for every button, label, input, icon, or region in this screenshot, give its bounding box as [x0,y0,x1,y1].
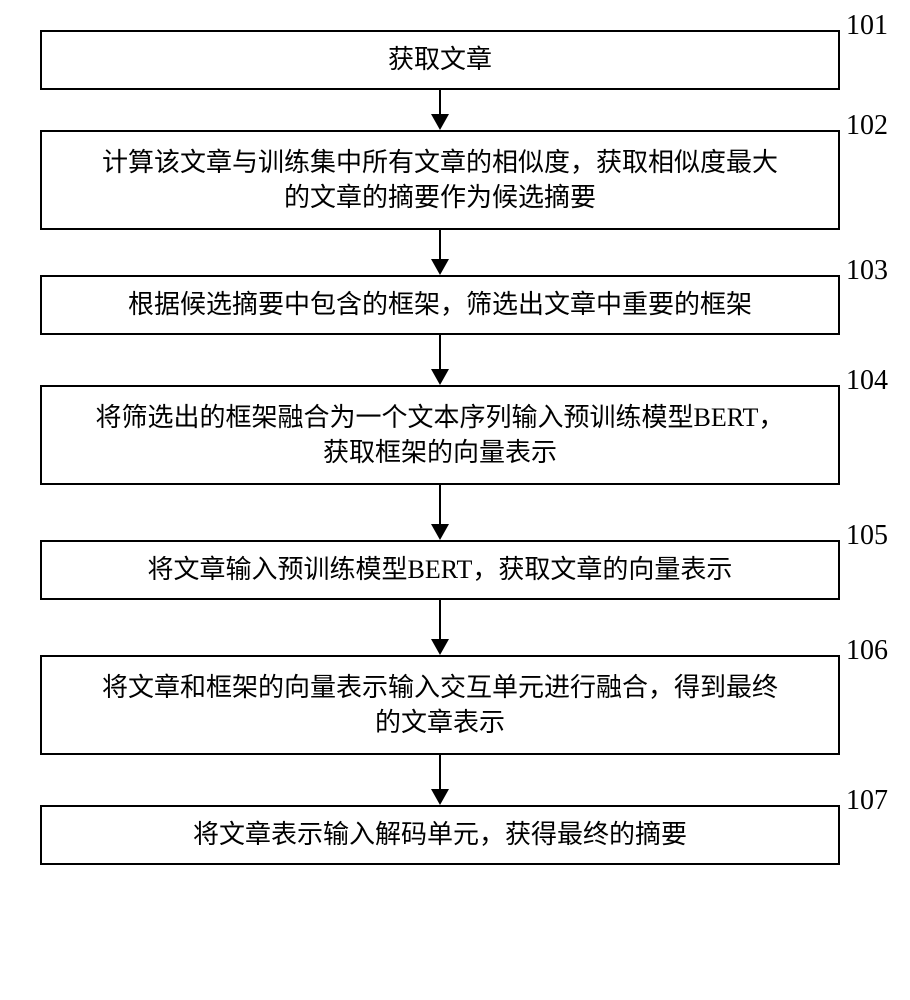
flowchart-arrow-line [439,755,441,789]
flowchart-arrow-line [439,485,441,524]
flowchart-arrow-head [431,259,449,275]
flowchart-arrow-head [431,524,449,540]
flowchart-step-103: 根据候选摘要中包含的框架，筛选出文章中重要的框架 [40,275,840,335]
flowchart-arrow-head [431,369,449,385]
flowchart-arrow-head [431,789,449,805]
flowchart-step-label: 105 [846,520,888,552]
flowchart-arrow-head [431,114,449,130]
flowchart-step-101: 获取文章 [40,30,840,90]
flowchart-arrow-line [439,335,441,369]
flowchart-step-label: 107 [846,785,888,817]
flowchart-step-text: 获取文章 [388,42,492,77]
flowchart-step-text: 将文章输入预训练模型BERT，获取文章的向量表示 [148,552,733,587]
flowchart-step-102: 计算该文章与训练集中所有文章的相似度，获取相似度最大 的文章的摘要作为候选摘要 [40,130,840,230]
flowchart-step-text: 将文章表示输入解码单元，获得最终的摘要 [193,817,687,852]
flowchart-step-107: 将文章表示输入解码单元，获得最终的摘要 [40,805,840,865]
flowchart-step-text: 将文章和框架的向量表示输入交互单元进行融合，得到最终 的文章表示 [102,670,778,740]
flowchart-step-text: 将筛选出的框架融合为一个文本序列输入预训练模型BERT， 获取框架的向量表示 [96,400,785,470]
flowchart-step-text: 根据候选摘要中包含的框架，筛选出文章中重要的框架 [128,287,752,322]
flowchart-step-label: 103 [846,255,888,287]
flowchart-step-105: 将文章输入预训练模型BERT，获取文章的向量表示 [40,540,840,600]
flowchart-canvas: 获取文章 101 计算该文章与训练集中所有文章的相似度，获取相似度最大 的文章的摘要… [0,0,910,1000]
flowchart-step-label: 106 [846,635,888,667]
flowchart-step-label: 101 [846,10,888,42]
flowchart-arrow-line [439,90,441,114]
flowchart-arrow-line [439,230,441,259]
flowchart-step-label: 104 [846,365,888,397]
flowchart-step-106: 将文章和框架的向量表示输入交互单元进行融合，得到最终 的文章表示 [40,655,840,755]
flowchart-step-label: 102 [846,110,888,142]
flowchart-arrow-head [431,639,449,655]
flowchart-step-104: 将筛选出的框架融合为一个文本序列输入预训练模型BERT， 获取框架的向量表示 [40,385,840,485]
flowchart-step-text: 计算该文章与训练集中所有文章的相似度，获取相似度最大 的文章的摘要作为候选摘要 [102,145,778,215]
flowchart-arrow-line [439,600,441,639]
